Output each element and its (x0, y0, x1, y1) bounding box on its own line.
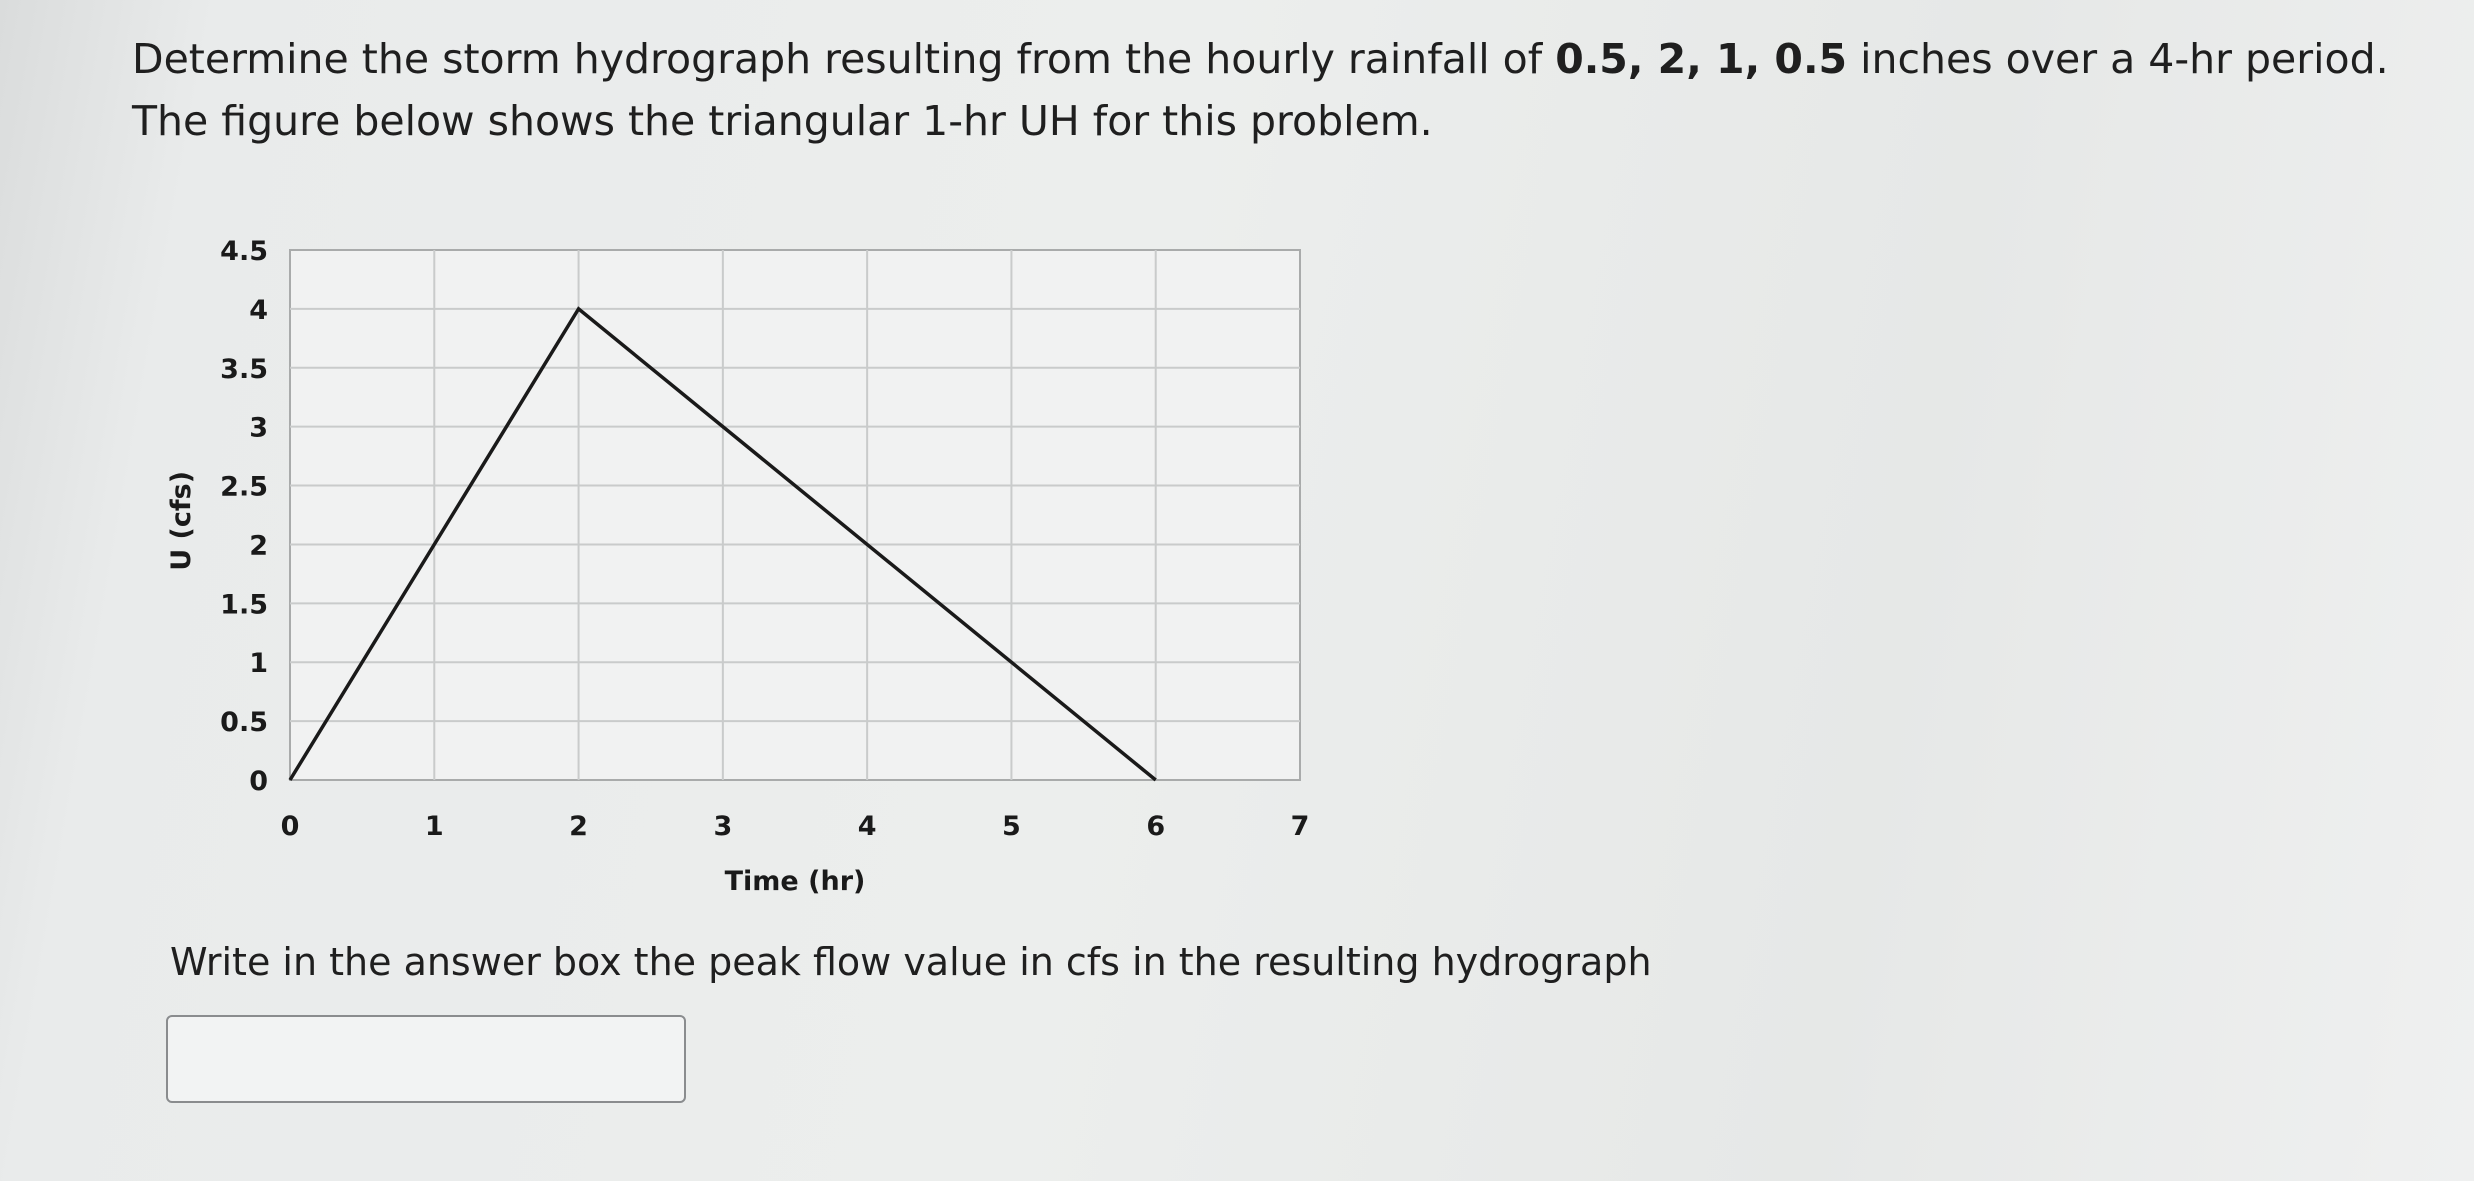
y-tick-label: 4 (249, 295, 268, 326)
y-tick-label: 0.5 (220, 707, 268, 738)
x-axis-title: Time (hr) (725, 866, 866, 897)
x-tick-label: 2 (569, 811, 588, 842)
y-tick-label: 3.5 (220, 354, 268, 385)
y-tick-label: 3 (249, 413, 268, 444)
chart-svg: 0 1 2 3 4 5 6 7 0 0.5 1 1.5 2 2.5 3 3.5 4 4.5 Time (hr) U (… (166, 236, 1310, 897)
y-tick-label: 2.5 (220, 472, 268, 503)
rainfall-values: 0.5, 2, 1, 0.5 (1555, 35, 1848, 83)
x-tick-label: 6 (1146, 811, 1165, 842)
x-tick-label: 5 (1002, 811, 1021, 842)
y-tick-label: 0 (249, 766, 268, 797)
y-tick-label: 4.5 (220, 236, 268, 267)
x-tick-label: 0 (281, 811, 300, 842)
question-line-2: The figure below shows the triangular 1-… (132, 97, 1433, 145)
y-tick-label: 2 (249, 530, 268, 561)
y-tick-label: 1 (249, 648, 268, 679)
y-axis-title: U (cfs) (166, 471, 197, 571)
question-line-1-pre: Determine the storm hydrograph resulting… (132, 35, 1556, 83)
answer-input[interactable] (166, 1015, 686, 1103)
x-tick-label: 1 (425, 811, 444, 842)
question-text: Determine the storm hydrograph resulting… (132, 28, 2389, 152)
x-tick-label: 4 (858, 811, 877, 842)
answer-prompt: Write in the answer box the peak flow va… (170, 940, 1652, 984)
y-tick-label: 1.5 (220, 589, 268, 620)
x-tick-label: 7 (1291, 811, 1310, 842)
x-tick-label: 3 (713, 811, 732, 842)
plot-area (289, 249, 1301, 781)
question-line-1-post: inches over a 4-hr period. (1847, 35, 2389, 83)
question-line-1: Determine the storm hydrograph resulting… (132, 28, 2389, 90)
unit-hydrograph-chart: 0 1 2 3 4 5 6 7 0 0.5 1 1.5 2 2.5 3 3.5 4 4.5 Time (hr) U (… (160, 210, 1360, 910)
